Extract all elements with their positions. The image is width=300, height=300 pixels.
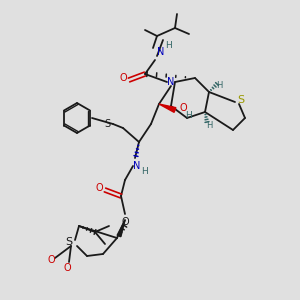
Text: S: S bbox=[104, 119, 110, 129]
Text: O: O bbox=[47, 255, 55, 265]
Text: N: N bbox=[167, 77, 175, 87]
Polygon shape bbox=[159, 104, 176, 112]
Text: O: O bbox=[179, 103, 187, 113]
Text: O: O bbox=[121, 217, 129, 227]
Text: S: S bbox=[237, 95, 244, 105]
Text: N: N bbox=[133, 161, 141, 171]
Text: O: O bbox=[63, 263, 71, 273]
Text: S: S bbox=[65, 237, 73, 247]
Text: H: H bbox=[142, 167, 148, 176]
Text: H: H bbox=[166, 41, 172, 50]
Polygon shape bbox=[117, 220, 125, 237]
Text: N: N bbox=[157, 47, 165, 57]
Text: H: H bbox=[206, 122, 212, 130]
Text: O: O bbox=[119, 73, 127, 83]
Text: H: H bbox=[216, 82, 222, 91]
Text: O: O bbox=[95, 183, 103, 193]
Text: H: H bbox=[186, 110, 192, 119]
